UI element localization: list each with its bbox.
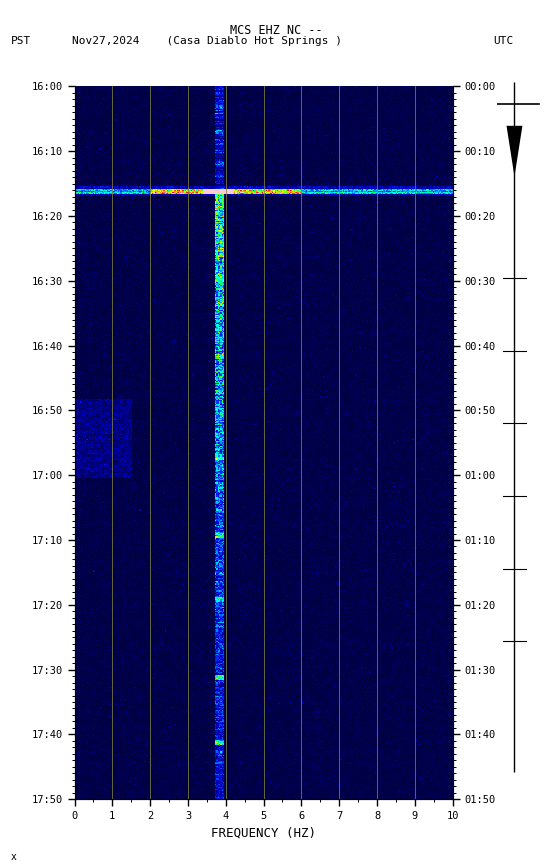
- Text: x: x: [11, 852, 17, 861]
- Text: MCS EHZ NC --: MCS EHZ NC --: [230, 24, 322, 37]
- Text: Nov27,2024    (Casa Diablo Hot Springs ): Nov27,2024 (Casa Diablo Hot Springs ): [72, 36, 342, 47]
- Text: PST: PST: [11, 36, 31, 47]
- Polygon shape: [507, 126, 522, 176]
- Text: UTC: UTC: [493, 36, 513, 47]
- X-axis label: FREQUENCY (HZ): FREQUENCY (HZ): [211, 827, 316, 840]
